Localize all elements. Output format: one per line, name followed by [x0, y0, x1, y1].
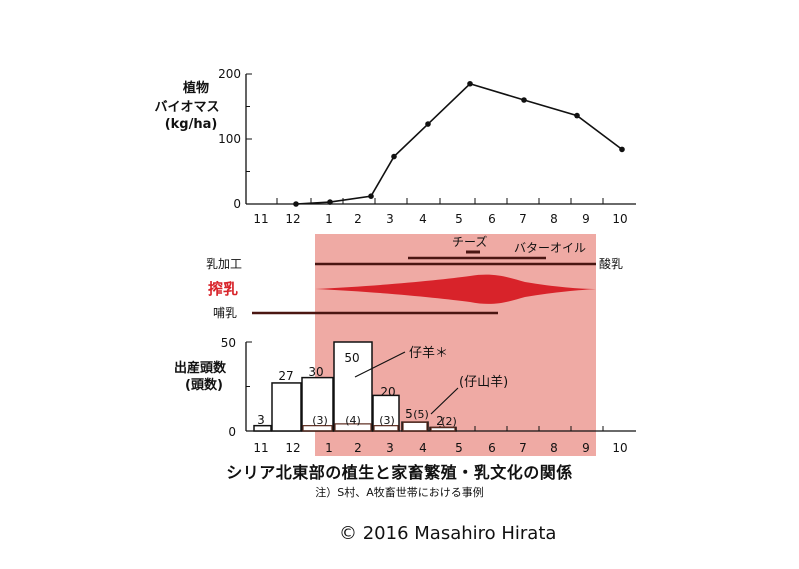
kid-bar — [430, 426, 456, 432]
births-x-tick-label: 8 — [550, 441, 558, 455]
births-y-tick-label: 0 — [228, 425, 236, 439]
lamb-bar-label: 50 — [344, 351, 359, 365]
kid-leader-line — [430, 387, 459, 415]
biomass-point — [619, 146, 625, 153]
kid-bar — [334, 423, 372, 432]
lamb-bar-label: 5 — [405, 407, 413, 421]
kid-bar — [402, 421, 428, 432]
biomass-x-tick-label: 9 — [582, 212, 590, 226]
lamb-bar-label: 27 — [278, 369, 293, 383]
biomass-x-tick-label: 12 — [285, 212, 300, 226]
biomass-x-tick-label: 2 — [354, 212, 362, 226]
biomass-x-tick-label: 1 — [325, 212, 333, 226]
dairy-processing-label: 乳加工 — [206, 257, 242, 271]
biomass-x-tick-label: 7 — [519, 212, 527, 226]
biomass-point — [425, 121, 431, 127]
cheese-label: チーズ — [452, 234, 487, 249]
biomass-y-tick-label: 200 — [218, 67, 241, 81]
figure-note: 注）S村、A牧畜世帯における事例 — [315, 486, 484, 499]
births-x-tick-label: 5 — [455, 441, 463, 455]
lamb-bar-label: 3 — [257, 413, 265, 427]
biomass-x-tick-label: 10 — [612, 212, 627, 226]
figure-title: シリア北東部の植生と家畜繁殖・乳文化の関係 — [226, 463, 573, 482]
lamb-legend-label: 仔羊＊ — [409, 345, 448, 361]
kid-bar-label: (4) — [345, 414, 361, 427]
births-x-tick-label: 7 — [519, 441, 527, 455]
births-x-tick-label: 1 — [325, 441, 333, 455]
biomass-y-label: 植物 — [182, 80, 209, 96]
kid-bar — [302, 425, 333, 432]
births-y-label: (頭数) — [185, 377, 223, 393]
births-x-tick-label: 3 — [386, 441, 394, 455]
biomass-y-tick-label: 100 — [218, 132, 241, 146]
copyright-credit: © 2016 Masahiro Hirata — [339, 523, 557, 544]
kid-bar-label: (2) — [441, 415, 457, 428]
kid-bar — [373, 425, 399, 432]
milking-shape — [315, 274, 596, 304]
biomass-y-label: バイオマス — [154, 100, 219, 115]
births-y-label: 出産頭数 — [174, 360, 227, 376]
biomass-x-tick-label: 3 — [386, 212, 394, 226]
lamb-bar — [271, 382, 302, 432]
kid-bar-label: (5) — [413, 408, 429, 421]
births-x-tick-label: 12 — [285, 441, 300, 455]
biomass-point — [293, 201, 299, 207]
kid-bar-label: (3) — [312, 414, 328, 427]
births-y-tick-label: 50 — [221, 336, 236, 350]
biomass-x-tick-label: 4 — [419, 212, 427, 226]
biomass-x-tick-label: 8 — [550, 212, 558, 226]
biomass-point — [391, 153, 397, 160]
biomass-y-tick-label: 0 — [233, 197, 241, 211]
butter-oil-label: バターオイル — [514, 241, 586, 255]
biomass-line — [295, 82, 623, 205]
births-x-tick-label: 11 — [253, 441, 268, 455]
lamb-bar — [333, 341, 373, 432]
births-x-tick-label: 9 — [582, 441, 590, 455]
biomass-x-tick-label: 6 — [488, 212, 496, 226]
biomass-point — [574, 112, 580, 119]
births-x-tick-label: 10 — [612, 441, 627, 455]
biomass-point — [467, 80, 473, 87]
biomass-point — [368, 193, 374, 199]
biomass-point — [521, 97, 527, 103]
biomass-x-tick-label: 5 — [455, 212, 463, 226]
births-x-tick-label: 6 — [488, 441, 496, 455]
biomass-point — [327, 199, 333, 205]
lamb-bar-label: 2 — [436, 414, 444, 428]
milking-label: 搾乳 — [208, 280, 238, 298]
lamb-bar — [301, 376, 334, 432]
biomass-x-tick-label: 11 — [253, 212, 268, 226]
sour-milk-label: 酸乳 — [599, 256, 623, 271]
lamb-bar-label: 30 — [308, 365, 323, 379]
lamb-bar-label: 20 — [380, 385, 395, 399]
births-x-tick-label: 4 — [419, 441, 427, 455]
kid-legend-label: (仔山羊) — [459, 374, 508, 390]
suckling-label: 哺乳 — [213, 306, 237, 320]
births-x-tick-label: 2 — [354, 441, 362, 455]
lamb-leader-line — [354, 351, 406, 378]
biomass-y-label: (kg/ha) — [165, 117, 218, 132]
kid-bar-label: (3) — [379, 414, 395, 427]
lamb-bar — [401, 421, 429, 432]
lamb-bar — [253, 424, 272, 432]
